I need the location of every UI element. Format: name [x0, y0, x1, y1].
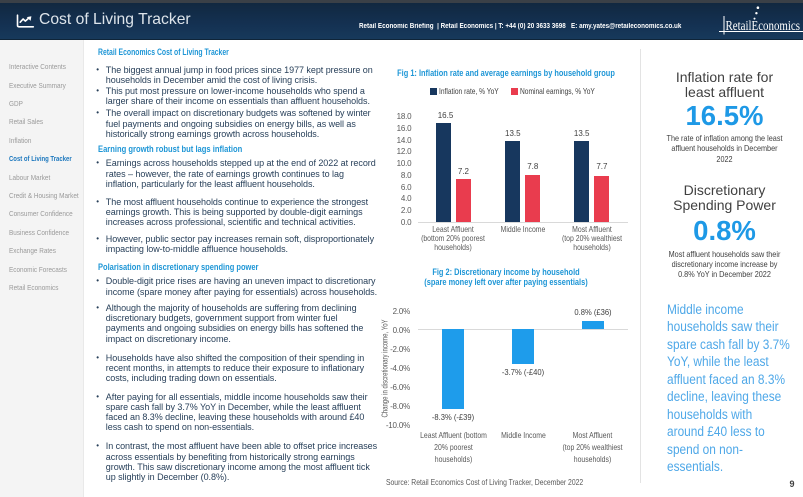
- svg-text:RetailEconomics: RetailEconomics: [726, 18, 801, 33]
